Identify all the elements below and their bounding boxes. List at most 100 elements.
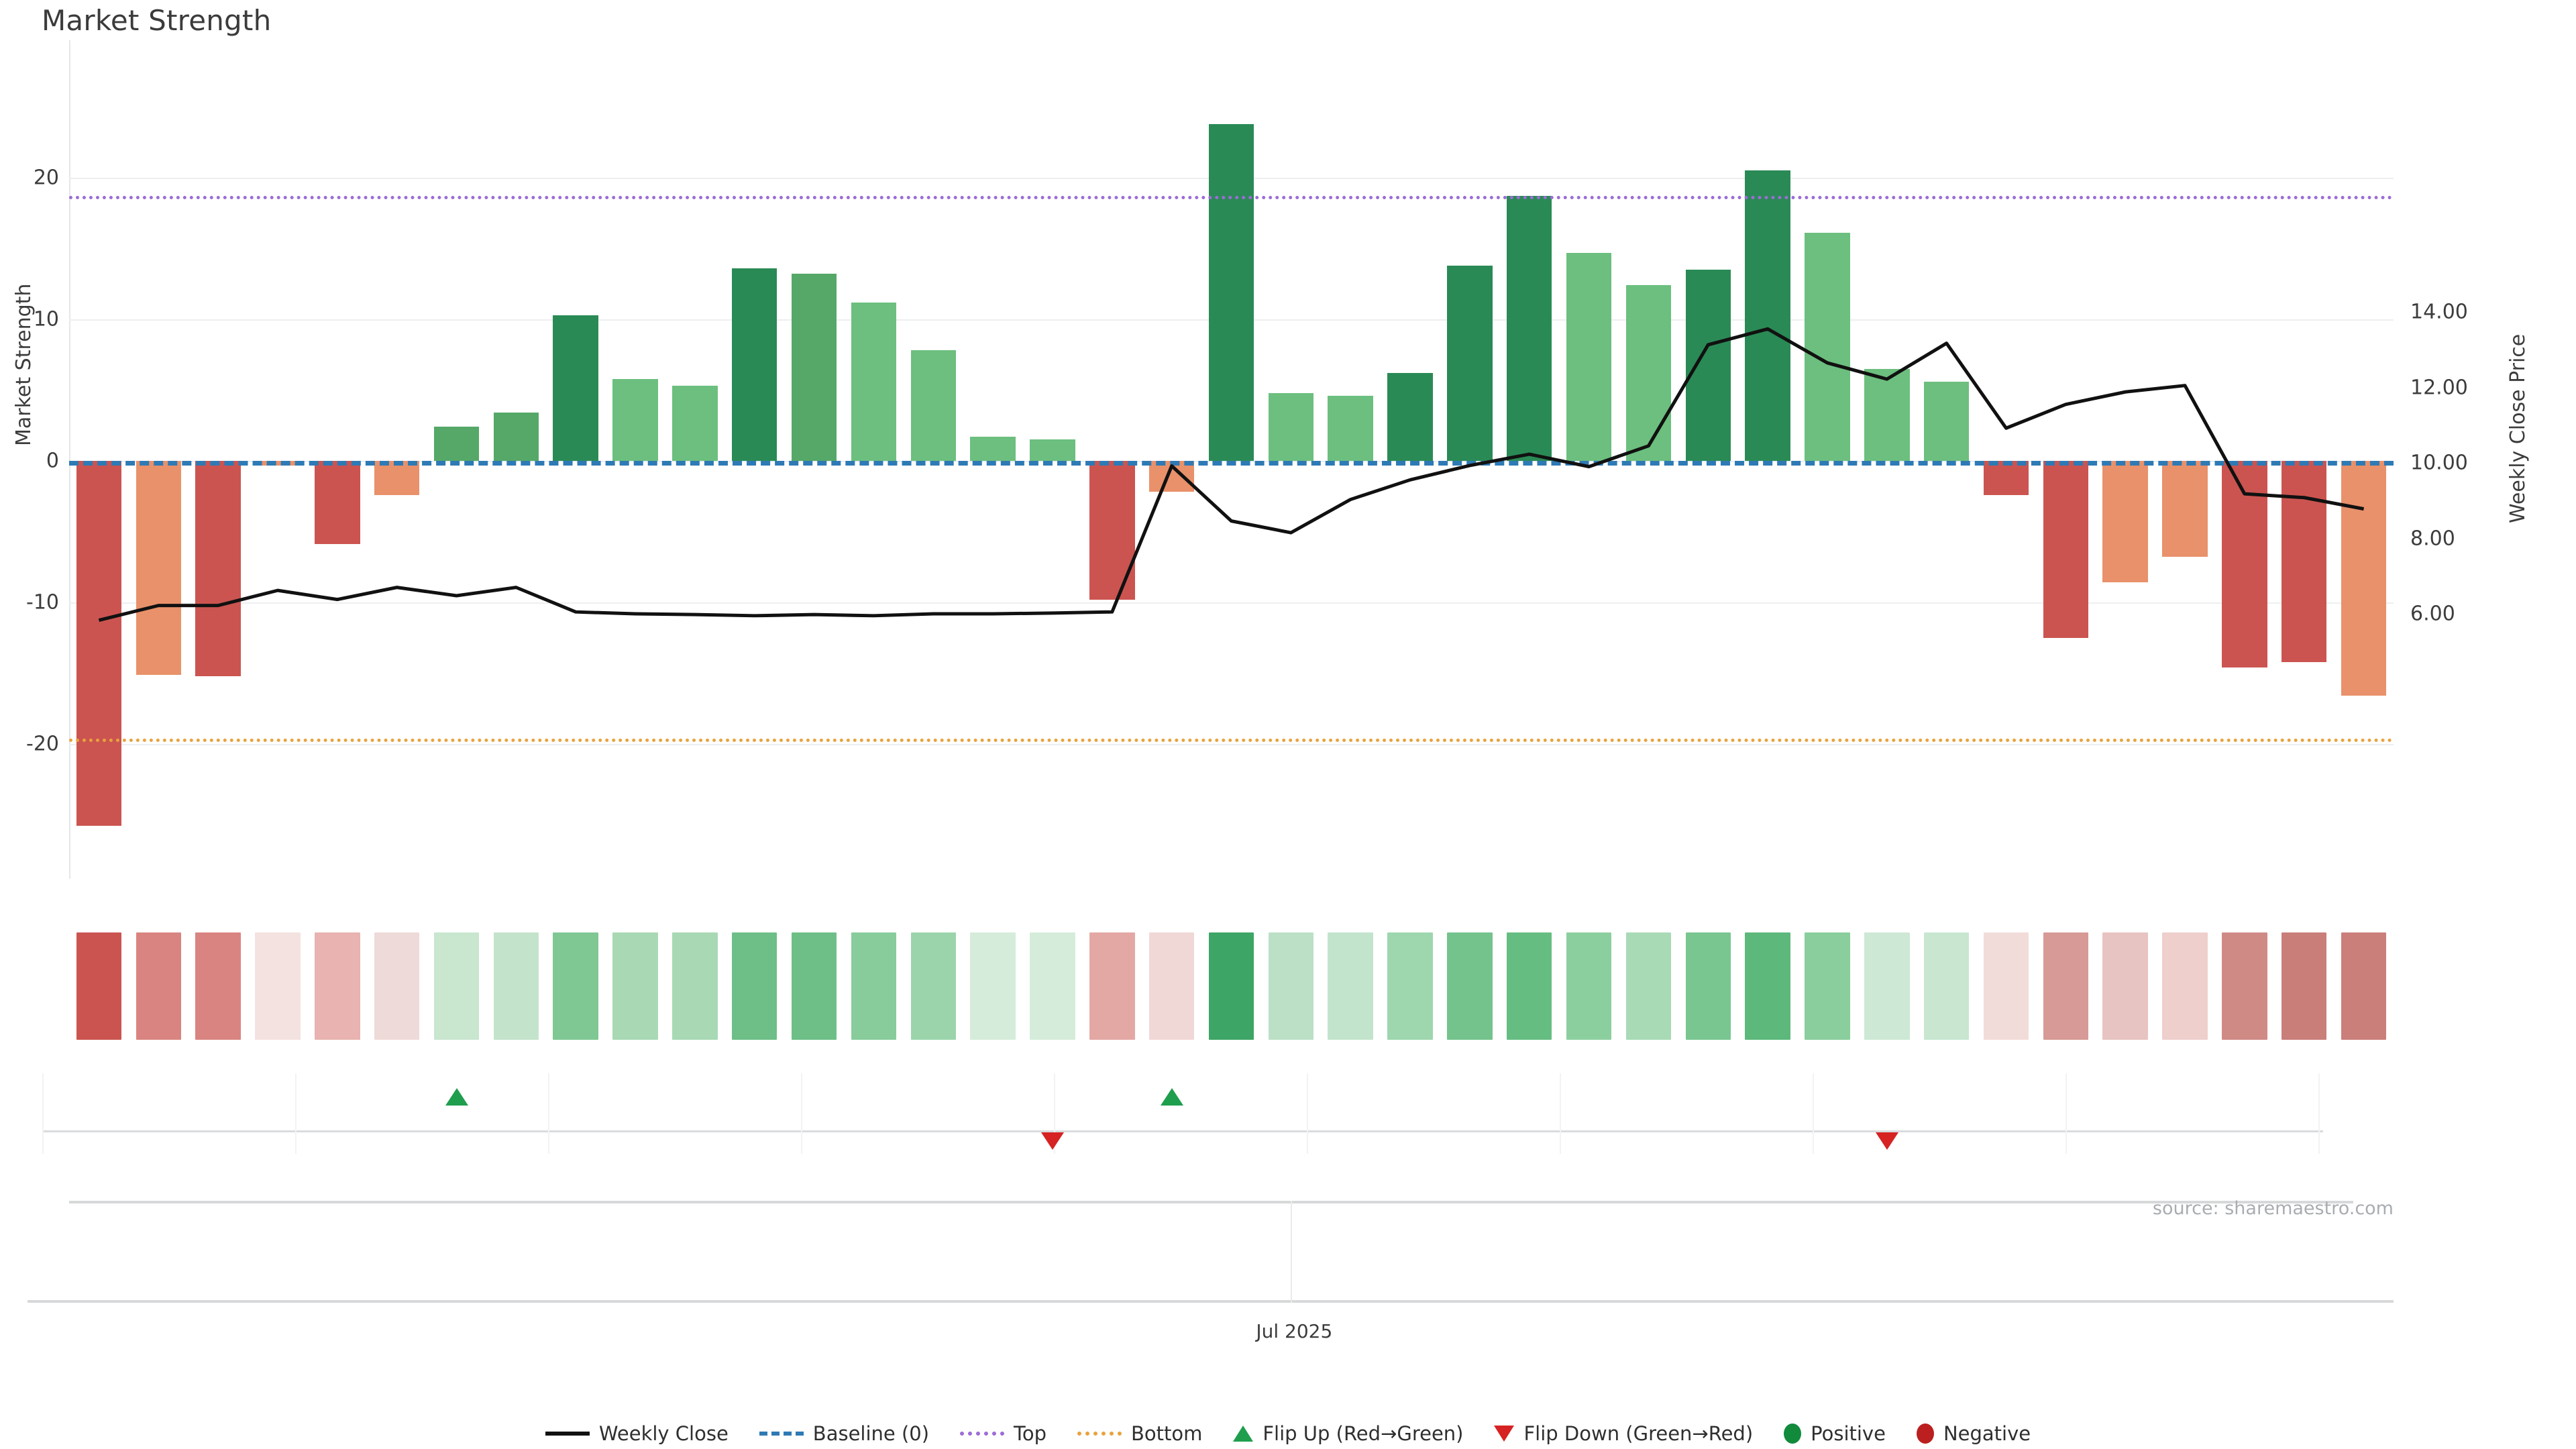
heatmap-cell [255,932,301,1040]
bar [1566,252,1612,461]
heatmap-cell [731,932,777,1040]
bar [1923,381,1970,461]
main-chart-panel: Market Strength Weekly Close Price 20 10 0… [12,40,2530,879]
legend-item-label: Flip Up (Red→Green) [1263,1422,1464,1445]
heatmap-cell [76,932,122,1040]
heatmap-cell [2222,932,2267,1040]
legend-item[interactable]: Positive [1784,1422,1886,1445]
bar [76,461,122,826]
gridline [69,744,2394,745]
flip-marker-panel [42,1073,2394,1154]
bar [970,437,1016,461]
heatmap-cell [136,932,182,1040]
flip-up-marker [1160,1088,1183,1106]
heatmap-cell [1805,932,1850,1040]
left-axis-tick: -10 [26,590,59,614]
bar [433,427,480,461]
heatmap-cell [195,932,241,1040]
bar [910,350,957,461]
y-axis-spine [69,40,70,879]
source-note: source: sharemaestro.com [2152,1198,2394,1219]
legend-item[interactable]: Flip Down (Green→Red) [1494,1422,1753,1445]
bar [1328,395,1373,461]
bottom-rule-bottom [28,1300,2394,1303]
bar [1745,170,1790,461]
flip-down-marker [1875,1132,1898,1150]
dashed-line-icon [759,1432,804,1436]
legend-item[interactable]: Bottom [1077,1422,1202,1445]
gridline [69,602,2394,604]
bar [2102,461,2148,583]
bar [195,461,241,676]
bar [1447,265,1493,461]
bar [374,461,420,495]
bottom-reference-line [69,738,2394,742]
heatmap-cell [2162,932,2208,1040]
left-axis-tick: 20 [33,166,59,190]
bottom-axis-panel: source: sharemaestro.com Jul 2025 [28,1198,2394,1342]
top-reference-line [69,196,2394,200]
flip-panel-gridline [2065,1073,2067,1154]
heatmap-cell [1983,932,2029,1040]
legend-item-label: Baseline (0) [812,1422,930,1445]
legend-item-label: Positive [1811,1422,1886,1445]
right-axis-tick: 10.00 [2410,451,2468,475]
right-axis-tick: 14.00 [2410,300,2468,324]
bar [1268,392,1314,461]
heatmap-cell [1745,932,1790,1040]
heatmap-cell [2341,932,2387,1040]
flip-panel-gridline [1054,1073,1055,1154]
bar [1506,196,1552,461]
bar [553,315,598,461]
flip-axis-line [42,1130,2323,1132]
heatmap-cell [2043,932,2089,1040]
bar [1864,368,1910,461]
right-axis-tick: 12.00 [2410,376,2468,399]
line-swatch-icon [545,1432,590,1436]
legend-item[interactable]: Negative [1916,1422,2031,1445]
heatmap-cell [1685,932,1731,1040]
heatmap-cell [910,932,957,1040]
flip-panel-gridline [548,1073,549,1154]
heatmap-cell [2281,932,2327,1040]
heatmap-cell [1030,932,1075,1040]
right-axis-tick: 8.00 [2410,527,2455,550]
dotted-top-line-icon [960,1432,1005,1436]
red-dot-icon [1916,1424,1934,1444]
flip-panel-gridline [1307,1073,1308,1154]
plot-area: 20 10 0 -10 -20 14.00 12.00 10.00 8.00 6.00 [26,40,2468,879]
strength-heatmap-strip [69,932,2394,1040]
legend-item-label: Bottom [1130,1422,1203,1445]
baseline-reference-line [69,461,2394,466]
x-tick-label-jul-2025: Jul 2025 [1256,1320,1333,1342]
right-axis-label: Weekly Close Price [2506,333,2530,523]
legend-item[interactable]: Top [960,1422,1046,1445]
dotted-bottom-line-icon [1077,1432,1122,1436]
bar [2162,461,2208,557]
legend-item-label: Top [1014,1422,1046,1445]
bar [493,413,539,461]
legend-item[interactable]: Weekly Close [545,1422,729,1445]
heatmap-cell [612,932,658,1040]
heatmap-cell [1328,932,1373,1040]
legend-item[interactable]: Baseline (0) [759,1422,929,1445]
bar [315,461,360,545]
heatmap-cell [1268,932,1314,1040]
flip-panel-gridline [1560,1073,1561,1154]
flip-panel-gridline [1813,1073,1814,1154]
legend-item[interactable]: Flip Up (Red→Green) [1233,1422,1463,1445]
heatmap-cell [1387,932,1433,1040]
legend-item-label: Weekly Close [598,1422,729,1445]
legend-item-label: Negative [1943,1422,2031,1445]
heatmap-cell [1148,932,1195,1040]
left-axis-tick: 10 [33,307,59,331]
bar [1685,270,1731,461]
heatmap-cell [553,932,598,1040]
right-axis-tick: 6.00 [2410,602,2455,626]
heatmap-cell [1208,932,1254,1040]
left-axis-label: Market Strength [12,283,36,446]
heatmap-cell [672,932,718,1040]
flip-panel-gridline [42,1073,44,1154]
bar [851,302,897,461]
